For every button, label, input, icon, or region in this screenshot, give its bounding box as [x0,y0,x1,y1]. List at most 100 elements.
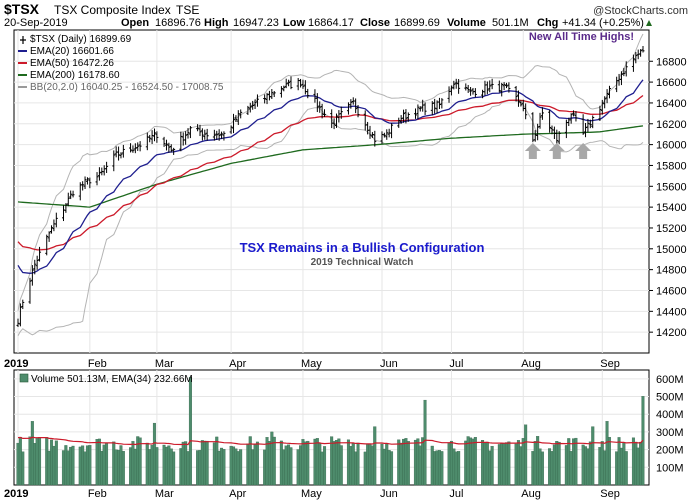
volume-bar [38,437,42,486]
x-tick-label: May [301,358,322,370]
x-tick-label: 2019 [4,358,28,370]
close-label: Close [360,17,390,29]
price-y-axis: 14200 14400 14600 14800 15000 15200 15400 15600… [649,56,687,339]
y-tick-label: 16600 [656,77,687,89]
volume-y-tick-label: 200M [656,445,684,457]
price-grid [14,30,649,353]
high-label: High [204,17,229,29]
volume-bar [172,451,176,486]
ath-annotation: New All Time Highs! [529,31,634,43]
x-tick-label: Jun [380,358,398,370]
volume-legend: Volume 501.13M, EMA(34) 232.66M [31,374,193,385]
x-tick-label: Feb [88,358,107,370]
volume-bar [205,440,209,486]
y-tick-label: 15800 [656,160,687,172]
y-tick-label: 16000 [656,140,687,152]
ema20-line [17,79,644,274]
y-tick-label: 16200 [656,119,687,131]
chg-label: Chg [537,17,558,29]
volume-ema-path [17,436,644,446]
legend-entry: EMA(20) 16601.66 [30,46,114,57]
volume-bar [406,441,410,486]
ema200-line [17,125,644,208]
x-tick-label: Apr [229,488,246,500]
volume-y-tick-label: 600M [656,374,684,386]
volume-bar [289,447,293,486]
volume-bars [16,376,645,486]
bollinger-upper-band [17,33,644,311]
x-tick-label: Sep [600,488,620,500]
y-tick-label: 15200 [656,223,687,235]
volume-legend-swatch [19,373,29,383]
volume-value: 501.1M [492,17,529,29]
volume-bar [356,442,360,486]
volume-bar [255,441,259,486]
volume-bar [323,446,327,486]
x-tick-label: 2019 [4,488,28,500]
y-tick-label: 15000 [656,244,687,256]
price-series [16,33,645,337]
volume-bar [339,445,343,486]
chart-annotation-title: TSX Remains in a Bullish Configuration [240,240,485,255]
volume-bar [423,399,427,486]
y-tick-label: 16800 [656,56,687,68]
volume-bar [71,445,75,486]
volume-bar [222,449,226,486]
legend-entry: EMA(200) 16178.60 [30,70,120,81]
volume-bar [490,446,494,486]
up-arrow-icon [575,143,592,159]
volume-bar [272,436,276,486]
y-tick-label: 15400 [656,202,687,214]
ema50-line [17,94,644,251]
high-value: 16947.23 [233,17,279,29]
x-tick-label: Jul [449,358,463,370]
legend-entry: EMA(50) 16472.26 [30,58,114,69]
volume-bar [155,447,159,486]
price-x-axis: 2019 Feb Mar Apr May Jun Jul Aug Sep [4,358,620,370]
low-value: 16864.17 [308,17,354,29]
chg-value: +41.34 (+0.25%) [562,17,644,29]
x-tick-label: Aug [521,358,541,370]
legend-entry: BB(20,2.0) 16040.25 - 16524.50 - 17008.7… [30,82,224,93]
volume-ema-line [17,436,644,446]
x-tick-label: Jun [380,488,398,500]
price-panel [13,29,650,354]
volume-bar [390,451,394,486]
y-tick-label: 14400 [656,306,687,318]
close-value: 16899.69 [394,17,440,29]
open-value: 16896.76 [155,17,201,29]
low-label: Low [283,17,305,29]
volume-bar [306,440,310,486]
ohlc-legend-icon [20,36,26,44]
y-tick-label: 16400 [656,98,687,110]
up-arrow-icon [548,143,565,159]
x-tick-label: Sep [600,358,620,370]
y-tick-label: 14600 [656,285,687,297]
volume-y-axis: 100M 200M 300M 400M 500M 600M [656,374,684,474]
volume-bar [239,449,243,486]
volume-bar [88,445,92,486]
y-tick-label: 14800 [656,265,687,277]
volume-y-tick-label: 500M [656,392,684,404]
volume-bar [373,426,377,486]
symbol-title: $TSX [4,1,40,17]
volume-bar [121,451,125,486]
x-tick-label: Feb [88,488,107,500]
triangle-up-icon [646,20,652,26]
index-name: TSX Composite Index [54,3,171,17]
volume-bar [188,376,192,486]
legend-entry: $TSX (Daily) 16899.69 [30,34,132,45]
volume-bar [624,451,628,486]
volume-bar [138,437,142,486]
volume-bar [507,441,511,486]
volume-bar [607,437,611,486]
volume-bar [21,451,25,486]
x-tick-label: Mar [155,488,174,500]
bollinger-lower-band [17,99,644,337]
watermark: @StockCharts.com [593,5,688,17]
volume-bar [457,451,461,486]
chart-annotation-subtitle: 2019 Technical Watch [311,257,414,268]
x-tick-label: Mar [155,358,174,370]
up-arrows [524,143,592,159]
x-tick-label: May [301,488,322,500]
